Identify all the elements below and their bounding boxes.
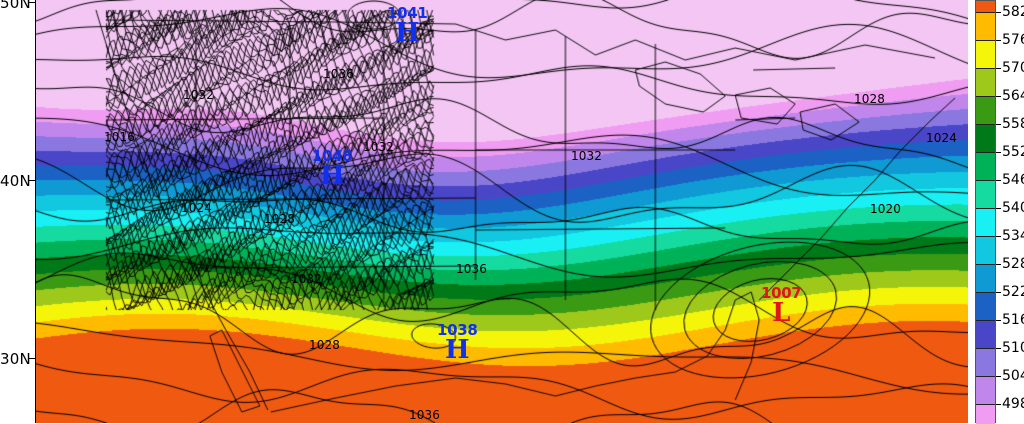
colorbar-segment <box>976 405 995 424</box>
colorbar-segment <box>976 153 995 181</box>
colorbar-segment <box>976 97 995 125</box>
colorbar-segment <box>976 1 995 13</box>
colorbar-segment <box>976 209 995 237</box>
colorbar-tick-mark <box>996 40 1001 41</box>
latitude-tick-mark <box>29 180 35 181</box>
colorbar-tick-mark <box>996 96 1001 97</box>
map-plot-area[interactable]: 1016 1032 1036 1032 1032 1024 1028 1032 1036 1028… <box>35 0 968 423</box>
colorbar-tick-mark <box>996 152 1001 153</box>
colorbar-segment <box>976 41 995 69</box>
colorbar-segment <box>976 377 995 405</box>
colorbar-tick-mark <box>996 348 1001 349</box>
colorbar-segment <box>976 125 995 153</box>
colorbar-tick-mark <box>996 208 1001 209</box>
colorbar-tick-mark <box>996 404 1001 405</box>
latitude-tick-mark <box>29 2 35 3</box>
colorbar-tick-mark <box>996 264 1001 265</box>
colorbar-tick-label: 534 <box>1002 228 1024 244</box>
colorbar-tick-mark <box>996 12 1001 13</box>
colorbar-tick-label: 564 <box>1002 88 1024 104</box>
colorbar-tick-label: 582 <box>1002 4 1024 20</box>
colorbar-tick-mark <box>996 292 1001 293</box>
colorbar-tick-label: 570 <box>1002 60 1024 76</box>
colorbar-tick-mark <box>996 376 1001 377</box>
colorbar-tick-label: 552 <box>1002 144 1024 160</box>
colorbar-tick-mark <box>996 320 1001 321</box>
colorbar-tick-mark <box>996 180 1001 181</box>
colorbar-tick-label: 528 <box>1002 256 1024 272</box>
latitude-tick-label: 50N <box>0 0 31 12</box>
colorbar-segment <box>976 265 995 293</box>
colorbar-segment <box>976 237 995 265</box>
colorbar-tick-label: 558 <box>1002 116 1024 132</box>
colorbar-tick-label: 510 <box>1002 340 1024 356</box>
colorbar-tick-label: 546 <box>1002 172 1024 188</box>
colorbar-tick-mark <box>996 236 1001 237</box>
colorbar-tick-label: 540 <box>1002 200 1024 216</box>
latitude-tick-label: 30N <box>0 350 31 368</box>
colorbar-segment <box>976 181 995 209</box>
contour-fill-canvas <box>36 0 968 423</box>
colorbar-tick-label: 522 <box>1002 284 1024 300</box>
colorbar-tick-label: 504 <box>1002 368 1024 384</box>
colorbar-tick-label: 576 <box>1002 32 1024 48</box>
colorbar-segment <box>976 69 995 97</box>
colorbar-segment <box>976 349 995 377</box>
latitude-tick-label: 40N <box>0 172 31 190</box>
latitude-tick-mark <box>29 358 35 359</box>
colorbar-segment <box>976 321 995 349</box>
colorbar[interactable] <box>975 0 996 424</box>
colorbar-segment <box>976 293 995 321</box>
colorbar-tick-label: 516 <box>1002 312 1024 328</box>
colorbar-tick-mark <box>996 68 1001 69</box>
colorbar-segment <box>976 13 995 41</box>
colorbar-tick-label: 498 <box>1002 396 1024 412</box>
colorbar-tick-mark <box>996 124 1001 125</box>
